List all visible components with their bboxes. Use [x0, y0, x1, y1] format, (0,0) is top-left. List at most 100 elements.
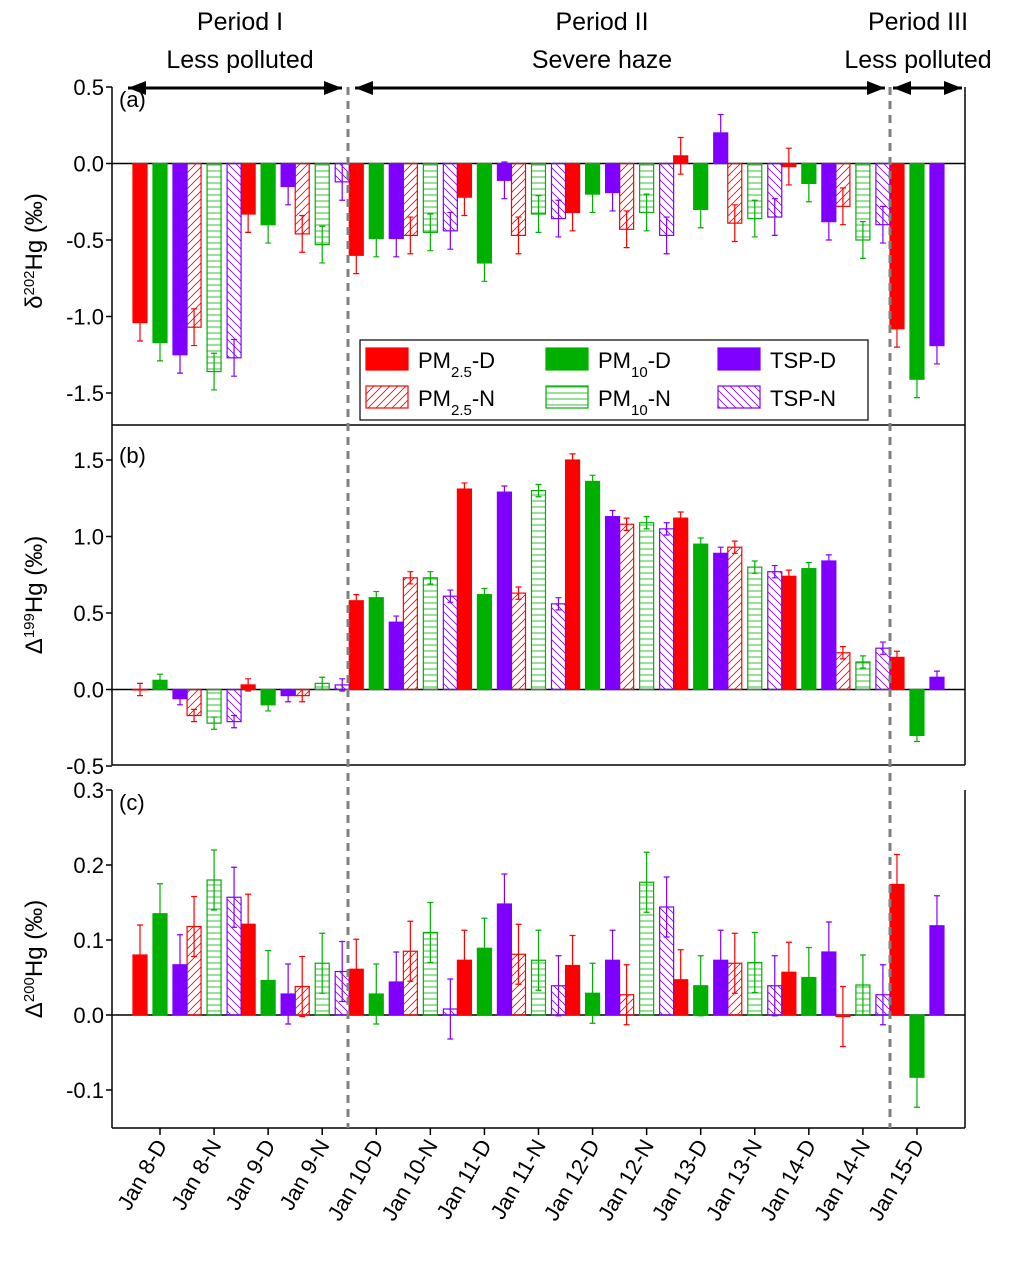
- error-bar: [623, 210, 630, 249]
- error-bar: [285, 963, 292, 1025]
- error-bar: [643, 193, 650, 232]
- legend-label: TSP-D: [770, 348, 836, 373]
- error-bar: [893, 650, 900, 665]
- period-name: Period III: [868, 8, 968, 36]
- legend-label: PM2.5-D: [418, 348, 495, 381]
- error-bar: [677, 136, 684, 175]
- bar: [659, 528, 675, 691]
- error-bar: [771, 198, 778, 237]
- error-bar: [501, 485, 508, 499]
- legend-swatch: [717, 347, 761, 371]
- error-bar: [589, 175, 596, 214]
- error-bar: [623, 517, 630, 531]
- error-bar: [515, 586, 522, 600]
- error-bar: [515, 923, 522, 985]
- error-bar: [245, 195, 252, 233]
- error-bar: [157, 673, 163, 688]
- error-bar: [933, 895, 940, 957]
- error-bar: [589, 474, 596, 489]
- error-bar: [893, 853, 900, 916]
- error-bar: [427, 571, 434, 585]
- error-bar: [717, 929, 724, 991]
- error-bar: [805, 946, 812, 1009]
- error-bar: [839, 646, 846, 660]
- error-bar: [933, 326, 940, 365]
- error-bar: [299, 214, 306, 253]
- bar: [673, 517, 689, 691]
- bar: [713, 552, 729, 691]
- bar: [402, 577, 418, 691]
- error-bar: [771, 564, 778, 579]
- error-bar: [447, 589, 454, 603]
- bar: [564, 459, 581, 691]
- error-bar: [643, 851, 650, 913]
- error-bar: [785, 147, 792, 186]
- legend-label: PM2.5-N: [418, 386, 495, 419]
- error-bar: [191, 308, 198, 347]
- legend-swatch: [545, 347, 589, 371]
- error-bar: [913, 360, 920, 399]
- error-bar: [137, 924, 143, 986]
- error-bar: [913, 1046, 920, 1108]
- bar: [584, 480, 601, 691]
- error-bar: [839, 985, 846, 1048]
- bar: [348, 600, 364, 691]
- bar: [530, 490, 547, 691]
- panels: 0.5 0.0 -0.5 -1.0 -1.5 (a) δ202Hg (‰) 1.5 1.0 0.5…: [21, 75, 966, 1135]
- legend: PM2.5-D PM10-D TSP-D PM2.5-N PM10-N TSP-N: [359, 339, 869, 421]
- arrowhead-icon: [893, 81, 962, 95]
- error-bar: [447, 978, 454, 1040]
- panel-label: (c): [119, 790, 145, 815]
- error-bar: [339, 678, 346, 692]
- legend-swatch: [365, 347, 409, 371]
- error-bar: [569, 934, 576, 997]
- error-bar: [933, 670, 940, 684]
- y-tick-label: 0.5: [73, 601, 104, 626]
- legend-label: PM10-N: [598, 386, 671, 419]
- error-bar: [859, 655, 866, 669]
- error-bar: [771, 955, 778, 1017]
- y-tick-label: -1.0: [66, 305, 104, 330]
- y-tick-label: 1.5: [73, 448, 104, 473]
- error-bar: [393, 951, 400, 1013]
- y-tick-label: 0.5: [73, 75, 104, 100]
- legend-swatch: [545, 385, 589, 409]
- error-bar: [319, 676, 326, 691]
- bar: [727, 546, 743, 691]
- error-bar: [825, 202, 832, 241]
- error-bar: [697, 190, 704, 229]
- error-bar: [569, 453, 576, 467]
- legend-swatch: [365, 385, 409, 409]
- panel-label: (a): [119, 87, 146, 112]
- period-description: Less polluted: [844, 46, 991, 74]
- x-tick-label: Jan 9-N: [274, 1135, 334, 1214]
- bar: [422, 577, 438, 691]
- error-bar: [501, 161, 508, 200]
- legend-box: [359, 339, 869, 421]
- error-bar: [393, 615, 400, 629]
- error-bar: [407, 920, 414, 982]
- bar: [821, 560, 837, 691]
- y-axis-title: Δ200Hg (‰): [21, 900, 49, 1018]
- error-bar: [623, 964, 630, 1026]
- error-bar: [805, 561, 812, 576]
- error-bar: [393, 219, 400, 258]
- error-bar: [285, 688, 292, 703]
- error-bar: [589, 962, 596, 1024]
- x-tick-label: Jan 9-D: [220, 1135, 280, 1214]
- error-bar: [859, 954, 866, 1016]
- error-bar: [697, 955, 704, 1017]
- y-tick-label: -0.5: [66, 754, 104, 779]
- error-bar: [231, 714, 238, 729]
- legend-swatch: [717, 385, 761, 409]
- error-bar: [353, 236, 360, 275]
- period-description: Less polluted: [166, 46, 313, 74]
- panel-label: (b): [119, 443, 146, 468]
- error-bar: [609, 173, 616, 212]
- error-bar: [191, 708, 198, 723]
- bar: [388, 621, 404, 691]
- error-bar: [447, 211, 454, 250]
- bar: [909, 162, 925, 380]
- y-axis-title: δ202Hg (‰): [21, 193, 49, 309]
